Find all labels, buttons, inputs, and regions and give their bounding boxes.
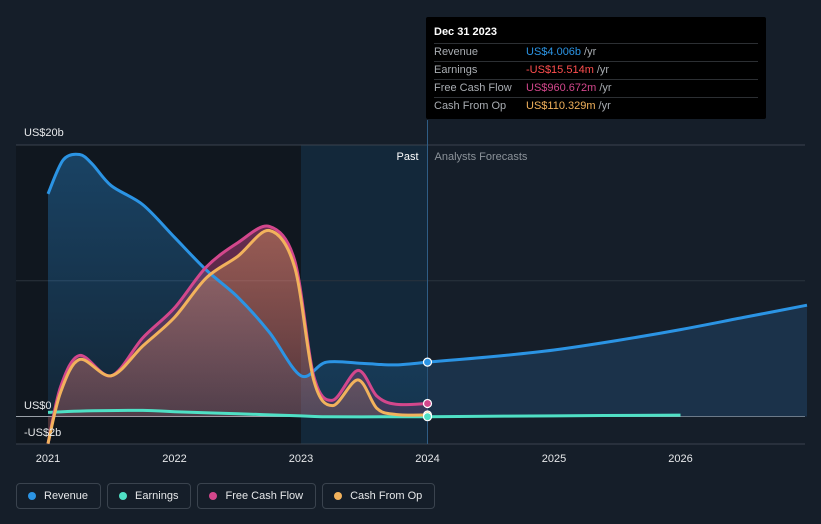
- x-tick-label-2022: 2022: [162, 453, 186, 465]
- tooltip-row-free-cash-flow: Free Cash Flow US$960.672m/yr: [434, 80, 758, 98]
- legend-dot-icon: [209, 492, 218, 500]
- legend-dot-icon: [334, 492, 343, 500]
- tooltip-row-value: US$4.006b: [526, 46, 582, 58]
- tooltip-row-value: -US$15.514m: [526, 64, 594, 76]
- legend-item-earnings[interactable]: Earnings: [107, 483, 192, 509]
- x-tick-label-2025: 2025: [542, 453, 566, 465]
- fcf-marker[interactable]: [422, 398, 433, 409]
- legend-label: Earnings: [135, 490, 179, 502]
- earnings-marker[interactable]: [422, 412, 433, 422]
- legend-item-free-cash-flow[interactable]: Free Cash Flow: [197, 483, 317, 509]
- tooltip-row-value: US$960.672m: [526, 82, 597, 94]
- legend-item-cash-from-op[interactable]: Cash From Op: [322, 483, 436, 509]
- forecast-label: Analysts Forecasts: [435, 151, 528, 163]
- legend-item-revenue[interactable]: Revenue: [16, 483, 102, 509]
- legend-label: Cash From Op: [350, 490, 423, 502]
- y-label-top: US$20b: [24, 127, 64, 139]
- revenue-marker[interactable]: [422, 357, 433, 367]
- x-tick-label-2021: 2021: [36, 453, 60, 465]
- hover-tooltip: Dec 31 2023 Revenue US$4.006b/yr Earnings -…: [426, 17, 766, 119]
- tooltip-row-label: Earnings: [434, 64, 478, 76]
- earnings-past-line: [47, 408, 428, 419]
- y-label-bottom: -US$2b: [24, 427, 61, 439]
- tooltip-row-unit: /yr: [596, 64, 610, 76]
- cfo-line: [46, 229, 428, 445]
- tooltip-row-label: Free Cash Flow: [434, 82, 512, 94]
- x-tick-label-2024: 2024: [415, 453, 439, 465]
- legend-label: Revenue: [44, 490, 89, 502]
- revenue-past-line: [46, 152, 428, 379]
- tooltip-row-unit: /yr: [599, 82, 612, 94]
- revenue-forecast-line: [427, 303, 808, 364]
- tooltip-date: Dec 31 2023: [434, 25, 758, 44]
- tooltip-row-value: US$110.329m: [526, 100, 596, 112]
- revenue-forecast-area: [427, 305, 807, 417]
- legend-dot-icon: [28, 492, 36, 500]
- x-tick-label-2023: 2023: [289, 453, 313, 465]
- tooltip-row-revenue: Revenue US$4.006b/yr: [434, 44, 758, 62]
- legend-label: Free Cash Flow: [225, 490, 304, 502]
- tooltip-row-earnings: Earnings -US$15.514m/yr: [434, 62, 758, 80]
- tooltip-row-unit: /yr: [584, 46, 597, 58]
- earnings-forecast-line: [427, 413, 681, 419]
- legend: Revenue Earnings Free Cash Flow Cash From O…: [16, 483, 436, 511]
- legend-dot-icon: [119, 492, 128, 500]
- tooltip-row-cash-from-op: Cash From Op US$110.329m/yr: [434, 98, 758, 115]
- tooltip-row-label: Revenue: [434, 46, 479, 58]
- x-tick-label-2026: 2026: [668, 453, 692, 465]
- tooltip-row-unit: /yr: [598, 100, 611, 112]
- cfo-area: [48, 230, 428, 444]
- tooltip-row-label: Cash From Op: [434, 100, 507, 112]
- past-label: Past: [396, 151, 418, 163]
- y-label-zero: US$0: [24, 400, 52, 412]
